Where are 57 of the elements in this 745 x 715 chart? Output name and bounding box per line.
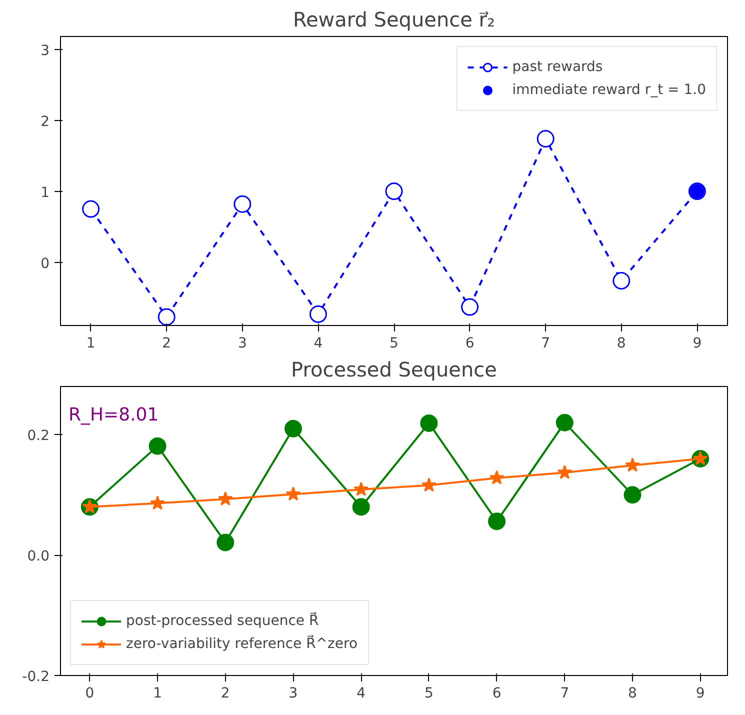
x-tick-label: 6 [465, 336, 474, 352]
x-tick-label: 7 [541, 336, 550, 352]
x-tick-label: 5 [424, 686, 434, 702]
point [624, 486, 642, 504]
point [385, 182, 403, 200]
x-tick-label: 6 [492, 686, 502, 702]
point [354, 482, 368, 496]
x-tick-label: 3 [288, 686, 298, 702]
point [148, 437, 166, 455]
legend-label: zero-variability reference R⃗^zero [126, 634, 358, 654]
chart-title: Reward Sequence r⃗₂ [292, 8, 496, 32]
legend-label: past rewards [512, 58, 603, 77]
x-tick-label: 4 [356, 686, 366, 702]
x-tick-label: 2 [220, 686, 230, 702]
point [489, 470, 504, 484]
point [234, 195, 252, 213]
point [612, 272, 630, 290]
y-tick-label: 0.2 [27, 428, 50, 444]
chart-title: Processed Sequence [291, 358, 497, 382]
point [557, 464, 572, 480]
y-tick-label: -0.2 [22, 669, 50, 685]
point [422, 477, 436, 492]
x-tick-label: 7 [560, 686, 570, 702]
x-tick-label: 2 [162, 336, 172, 352]
y-tick-label: 0 [40, 256, 50, 272]
x-tick-label: 8 [616, 336, 626, 352]
x-tick-label: 5 [390, 336, 398, 352]
y-tick-label: 3 [40, 42, 50, 59]
x-tick-label: 1 [153, 686, 162, 702]
point [158, 308, 176, 326]
x-tick-label: 9 [696, 686, 705, 702]
point [556, 414, 574, 432]
point [309, 305, 327, 323]
legend-label: post-processed sequence R⃗ [126, 611, 319, 631]
x-tick-label: 4 [314, 336, 323, 352]
point [625, 458, 640, 472]
y-tick-label: 0.0 [27, 548, 50, 565]
point [216, 534, 234, 552]
x-tick-label: 9 [692, 336, 702, 352]
point [420, 414, 438, 432]
x-tick-label: 0 [85, 686, 94, 702]
legend-label: immediate reward r_t = 1.0 [512, 81, 706, 100]
point [352, 498, 370, 516]
x-tick-label: 8 [628, 686, 637, 702]
point [461, 298, 479, 316]
y-tick-label: 1 [40, 184, 50, 201]
point [286, 486, 301, 501]
point [536, 130, 554, 148]
x-tick-label: 1 [86, 336, 96, 352]
point [82, 200, 100, 218]
point [488, 512, 506, 530]
point [284, 420, 302, 438]
point [218, 491, 233, 506]
annotation: R_H=8.01 [68, 404, 159, 426]
point [150, 496, 165, 510]
y-tick-label: 2 [40, 114, 50, 130]
x-tick-label: 3 [238, 336, 247, 352]
